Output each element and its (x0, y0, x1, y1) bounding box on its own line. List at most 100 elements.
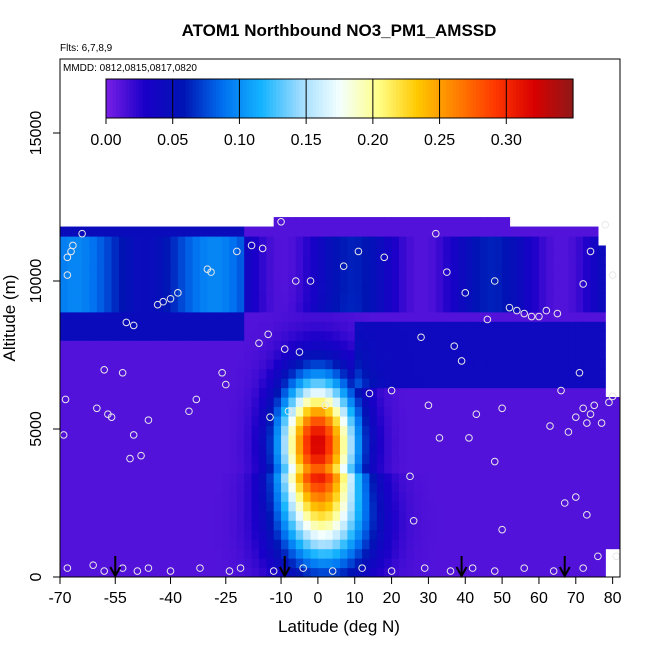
heatmap-cell (597, 548, 606, 559)
heatmap-cell (104, 444, 113, 455)
heatmap-cell (141, 378, 150, 389)
colorbar-segment (199, 79, 204, 118)
heatmap-cell (421, 264, 430, 275)
y-tick-label: 10000 (28, 259, 45, 304)
heatmap-cell (288, 453, 297, 464)
heatmap-cell (494, 472, 503, 483)
heatmap-cell (362, 340, 371, 351)
heatmap-cell (177, 349, 186, 360)
heatmap-cell (391, 311, 400, 322)
heatmap-cell (568, 292, 577, 303)
heatmap-cell (244, 453, 253, 464)
heatmap-cell (435, 236, 444, 247)
heatmap-cell (413, 529, 422, 540)
heatmap-cell (369, 311, 378, 322)
heatmap-cell (575, 264, 584, 275)
heatmap-cell (605, 425, 614, 436)
heatmap-cell (251, 245, 260, 256)
heatmap-cell (273, 311, 282, 322)
heatmap-cell (67, 482, 76, 493)
heatmap-cell (310, 453, 319, 464)
heatmap-cell (480, 264, 488, 275)
heatmap-cell (148, 245, 157, 256)
heatmap-cell (126, 567, 135, 577)
heatmap-cell (185, 425, 194, 436)
heatmap-cell (502, 558, 511, 569)
heatmap-cell (288, 273, 297, 284)
heatmap-cell (443, 368, 452, 379)
heatmap-cell (118, 349, 127, 360)
colorbar-segment (342, 79, 347, 118)
heatmap-cell (465, 217, 474, 228)
heatmap-cell (89, 368, 98, 379)
heatmap-cell (200, 434, 208, 445)
heatmap-cell (148, 434, 157, 445)
heatmap-cell (192, 283, 201, 294)
heatmap-cell (494, 217, 503, 228)
heatmap-cell (487, 397, 496, 408)
heatmap-cell (575, 254, 584, 266)
heatmap-cell (126, 264, 135, 275)
heatmap-cell (480, 226, 488, 237)
heatmap-cell (575, 406, 584, 417)
heatmap-cell (273, 501, 282, 512)
heatmap-cell (568, 434, 577, 445)
heatmap-cell (96, 415, 105, 427)
heatmap-cell (133, 548, 142, 559)
heatmap-cell (362, 501, 371, 512)
heatmap-cell (104, 567, 113, 577)
heatmap-cell (406, 482, 415, 493)
heatmap-cell (398, 330, 407, 341)
heatmap-cell (273, 453, 282, 464)
heatmap-cell (568, 567, 577, 577)
heatmap-cell (583, 558, 592, 569)
heatmap-cell (583, 472, 592, 483)
heatmap-cell (502, 217, 511, 228)
heatmap-cell (516, 236, 525, 247)
heatmap-cell (597, 501, 606, 512)
heatmap-cell (207, 501, 216, 512)
heatmap-cell (421, 340, 430, 351)
heatmap-cell (457, 529, 466, 540)
heatmap-cell (347, 567, 356, 577)
heatmap-cell (133, 567, 142, 577)
heatmap-cell (163, 311, 172, 322)
heatmap-cell (207, 510, 216, 521)
heatmap-cell (421, 311, 430, 322)
heatmap-cell (266, 359, 275, 370)
heatmap-cell (170, 463, 179, 474)
heatmap-cell (236, 501, 245, 512)
colorbar-segment (399, 79, 404, 118)
heatmap-cell (251, 273, 260, 284)
heatmap-cell (177, 264, 186, 275)
heatmap-cell (524, 520, 533, 531)
heatmap-cell (89, 529, 98, 540)
sample-point (520, 564, 529, 572)
heatmap-cell (141, 340, 150, 351)
heatmap-cell (60, 321, 68, 332)
heatmap-cell (531, 472, 540, 483)
heatmap-cell (561, 292, 570, 303)
heatmap-cell (413, 340, 422, 351)
heatmap-cell (258, 520, 267, 531)
heatmap-cell (531, 340, 540, 351)
heatmap-cell (516, 406, 525, 417)
heatmap-cell (575, 520, 584, 531)
heatmap-cell (472, 302, 481, 313)
heatmap-cell (67, 245, 76, 256)
heatmap-cell (465, 558, 474, 569)
heatmap-cell (266, 510, 275, 521)
heatmap-cell (457, 264, 466, 275)
sample-point (144, 564, 153, 572)
heatmap-cell (583, 292, 592, 303)
heatmap-cell (480, 472, 488, 483)
heatmap-cell (428, 463, 437, 474)
heatmap-cell (67, 264, 76, 275)
heatmap-cell (450, 558, 459, 569)
heatmap-cell (192, 254, 201, 266)
heatmap-cell (325, 330, 334, 341)
sample-point (560, 499, 569, 507)
heatmap-cell (236, 567, 245, 577)
heatmap-cell (435, 292, 444, 303)
heatmap-cell (96, 302, 105, 313)
